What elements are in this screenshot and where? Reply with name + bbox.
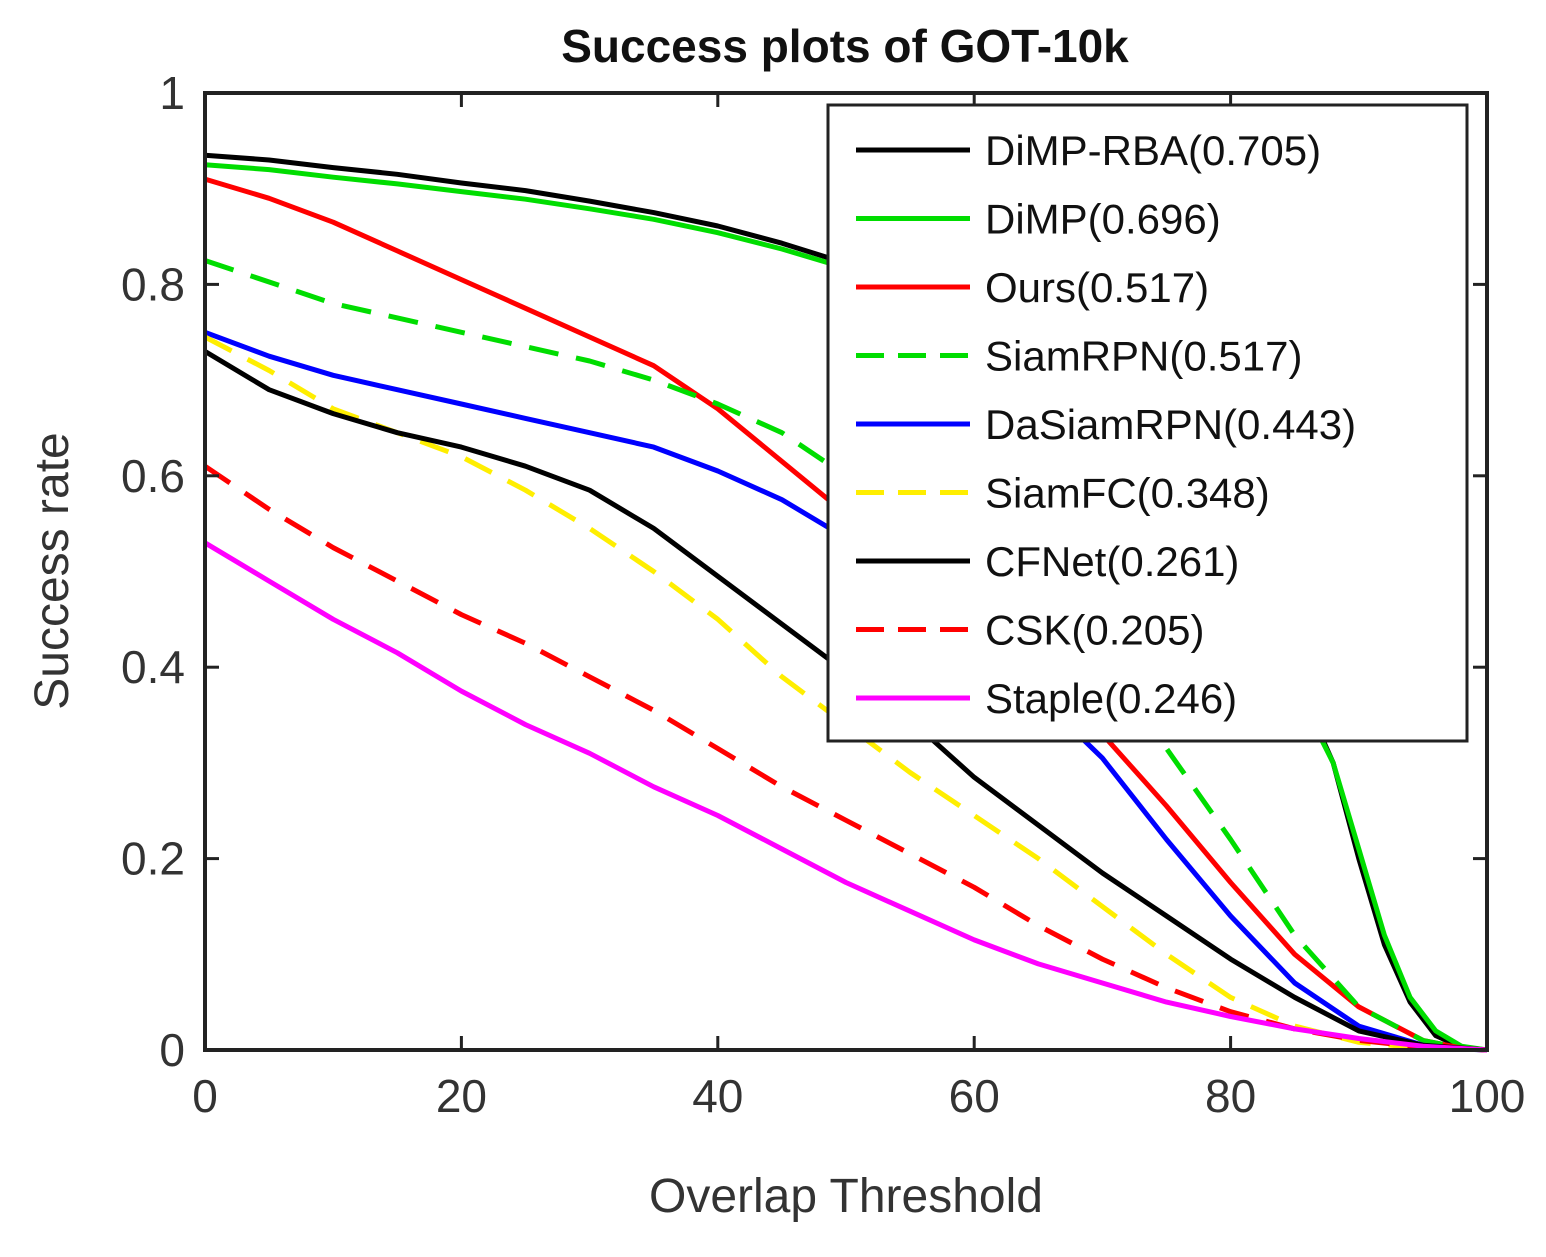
y-tick-label: 0.2 bbox=[121, 833, 185, 885]
legend-label-1: DiMP(0.696) bbox=[985, 196, 1221, 243]
legend-label-6: CFNet(0.261) bbox=[985, 538, 1239, 585]
y-axis-label: Success rate bbox=[26, 432, 79, 709]
legend-label-7: CSK(0.205) bbox=[985, 607, 1204, 654]
x-tick-label: 40 bbox=[692, 1070, 743, 1122]
y-tick-label: 0.4 bbox=[121, 641, 185, 693]
legend-label-8: Staple(0.246) bbox=[985, 675, 1237, 722]
y-tick-label: 0.6 bbox=[121, 450, 185, 502]
legend-label-2: Ours(0.517) bbox=[985, 264, 1209, 311]
y-tick-label: 0 bbox=[159, 1024, 185, 1076]
legend-label-4: DaSiamRPN(0.443) bbox=[985, 401, 1356, 448]
series-line-5 bbox=[203, 334, 1488, 1053]
legend: DiMP-RBA(0.705) DiMP(0.696) Ours(0.517) Sia… bbox=[826, 103, 1469, 743]
y-tick-label: 0.8 bbox=[121, 258, 185, 310]
plot-frame bbox=[203, 91, 1489, 1052]
legend-label-0: DiMP-RBA(0.705) bbox=[985, 127, 1321, 174]
x-axis-label: Overlap Threshold bbox=[649, 1170, 1043, 1223]
chart-title: Success plots of GOT-10k bbox=[561, 20, 1129, 72]
x-tick-label: 80 bbox=[1205, 1070, 1256, 1122]
legend-label-3: SiamRPN(0.517) bbox=[985, 333, 1302, 380]
x-tick-label: 20 bbox=[436, 1070, 487, 1122]
tick-layer: 0 20 40 60 80 100 0 0.2 0.4 0.6 0.8 1 bbox=[121, 67, 1525, 1122]
legend-label-5: SiamFC(0.348) bbox=[985, 470, 1270, 517]
x-tick-label: 60 bbox=[949, 1070, 1000, 1122]
x-tick-label: 0 bbox=[192, 1070, 218, 1122]
series-line-8 bbox=[203, 540, 1488, 1053]
y-tick-label: 1 bbox=[159, 67, 185, 119]
x-tick-label: 100 bbox=[1449, 1070, 1526, 1122]
legend-entries: DiMP-RBA(0.705) DiMP(0.696) Ours(0.517) Sia… bbox=[856, 127, 1356, 722]
